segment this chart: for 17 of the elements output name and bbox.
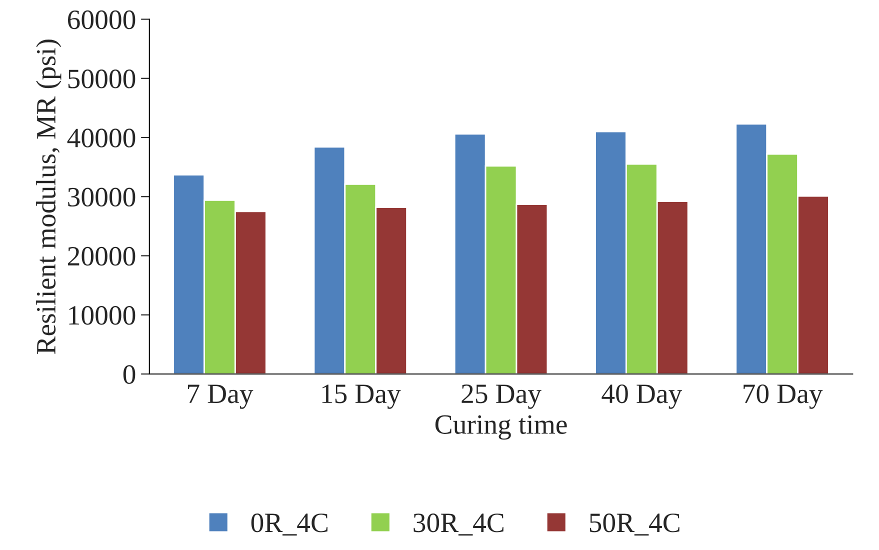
y-tick-label: 10000 [69, 306, 136, 325]
y-tick-label: 40000 [67, 128, 136, 148]
y-tick-label: 50000 [68, 70, 136, 88]
x-tick-label: 15 Day [322, 384, 401, 409]
legend-label: 0R_4C [251, 513, 328, 536]
legend-label: 50R_4C [590, 513, 680, 536]
x-tick-label: 25 Day [462, 384, 542, 409]
legend-label: 30R_4C [414, 513, 504, 536]
y-tick-label: 0 [123, 365, 136, 384]
x-tick-label: 40 Day [602, 384, 682, 409]
x-axis-title: Curing time [435, 415, 567, 440]
x-tick-label: 70 Day [744, 384, 823, 409]
y-tick-label: 20000 [68, 246, 136, 266]
y-tick-label: 30000 [68, 188, 136, 207]
y-tick-label: 60000 [68, 10, 136, 30]
x-tick-label: 7 Day [188, 384, 254, 409]
y-axis-title: Resilient modulus, MR (psi) [36, 40, 62, 354]
